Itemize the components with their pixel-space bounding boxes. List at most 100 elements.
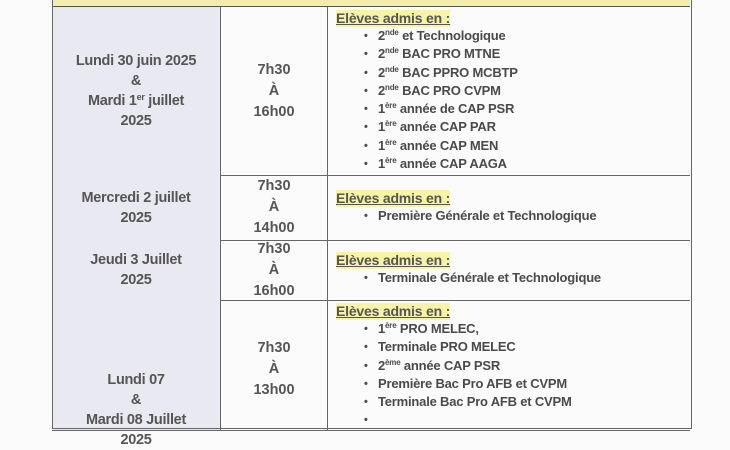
table-row: Lundi 07 & Mardi 08 Juillet 2025 7h30 À 13h00 E… bbox=[52, 300, 690, 448]
text: 2 bbox=[378, 82, 386, 98]
class-list: 2nde et Technologique2nde BAC PRO MTNE2n… bbox=[336, 27, 690, 174]
list-item: Première Générale et Technologique bbox=[364, 207, 690, 226]
list-item: 2nde et Technologique bbox=[364, 27, 690, 46]
time-cell: 7h30 À 13h00 bbox=[221, 300, 328, 430]
date-line: & bbox=[52, 71, 220, 91]
text: Mardi 1 bbox=[87, 93, 137, 109]
superscript: ère bbox=[385, 137, 397, 147]
text: et Technologique bbox=[398, 28, 506, 43]
classes-cell: Elèves admis en :1ère PRO MELEC,Terminal… bbox=[328, 300, 690, 430]
text: BAC PRO MTNE bbox=[398, 46, 501, 62]
list-item: 1ère année CAP PAR bbox=[364, 118, 690, 137]
text: Jeudi 3 Juillet bbox=[90, 252, 182, 268]
text: année CAP MEN bbox=[396, 137, 499, 153]
superscript: ère bbox=[385, 321, 397, 330]
text: Première Générale et Technologique bbox=[378, 207, 597, 223]
date-cell: Jeudi 3 Juillet 2025 bbox=[52, 240, 221, 300]
text: PRO MELEC, bbox=[396, 321, 479, 336]
text: 1 bbox=[378, 137, 386, 153]
time-line: 7h30 bbox=[257, 340, 291, 356]
text: année de CAP PSR bbox=[396, 101, 515, 117]
list-item: Terminale Bac Pro AFB et CVPM bbox=[364, 393, 690, 412]
superscript: ère bbox=[385, 156, 397, 166]
time-cell: 7h30 À 16h00 bbox=[221, 240, 328, 300]
list-item: 1ère année de CAP PSR bbox=[364, 100, 690, 119]
superscript: nde bbox=[385, 64, 399, 74]
text: & bbox=[130, 392, 142, 408]
text: 2025 bbox=[120, 432, 152, 448]
class-list: Première Générale et Technologique bbox=[336, 207, 690, 226]
schedule-table bbox=[52, 0, 692, 429]
text: année CAP PSR bbox=[400, 357, 501, 373]
table-row: Lundi 30 juin 2025 & Mardi 1er juillet 2025… bbox=[52, 7, 690, 176]
admitted-heading: Elèves admis en : bbox=[336, 10, 451, 27]
time-cell: 7h30 À 14h00 bbox=[221, 175, 328, 240]
date-line: 2025 bbox=[52, 208, 220, 228]
superscript: ère bbox=[385, 101, 397, 111]
superscript: er bbox=[136, 92, 145, 102]
admitted-heading: Elèves admis en : bbox=[336, 189, 451, 207]
list-item: Première Bac Pro AFB et CVPM bbox=[364, 375, 690, 394]
time-line: 16h00 bbox=[253, 103, 295, 120]
time-line: 7h30 bbox=[257, 178, 291, 194]
list-item: 1ère PRO MELEC, bbox=[364, 320, 690, 339]
list-item: 2nde BAC PRO MTNE bbox=[364, 45, 690, 64]
text: Terminale PRO MELEC bbox=[378, 339, 516, 355]
date-line: 2025 bbox=[52, 111, 220, 131]
date-line: Lundi 30 juin 2025 bbox=[52, 51, 220, 71]
text: 2 bbox=[378, 64, 386, 80]
text: 2025 bbox=[120, 209, 152, 226]
list-item: 2nde BAC PRO CVPM bbox=[364, 82, 690, 101]
time-line: À bbox=[268, 199, 280, 215]
superscript: nde bbox=[385, 46, 399, 56]
list-item: 1ère année CAP MEN bbox=[364, 137, 690, 156]
date-line: Mercredi 2 juillet bbox=[52, 188, 220, 208]
time-cell: 7h30 À 16h00 bbox=[221, 7, 328, 175]
text: 2 bbox=[378, 46, 386, 62]
table-row: Jeudi 3 Juillet 2025 7h30 À 16h00 Elèves admi… bbox=[52, 240, 690, 301]
date-line: Jeudi 3 Juillet bbox=[52, 250, 220, 270]
class-list: Terminale Générale et Technologique bbox=[336, 269, 690, 288]
classes-cell: Elèves admis en :Terminale Générale et T… bbox=[328, 240, 690, 300]
text: 1 bbox=[378, 321, 386, 336]
date-line: 2025 bbox=[52, 430, 220, 450]
text: BAC PRO CVPM bbox=[398, 82, 501, 98]
time-line: 16h00 bbox=[253, 282, 295, 299]
superscript: ère bbox=[385, 119, 397, 129]
list-item: 2nde BAC PPRO MCBTP bbox=[364, 64, 690, 83]
list-item: Terminale Générale et Technologique bbox=[364, 269, 690, 288]
text: Mercredi 2 juillet bbox=[81, 189, 191, 206]
admitted-heading: Elèves admis en : bbox=[336, 303, 451, 320]
text: BAC PPRO MCBTP bbox=[398, 64, 518, 80]
superscript: ème bbox=[385, 357, 401, 367]
text: Première Bac Pro AFB et CVPM bbox=[378, 375, 567, 391]
text: 2 bbox=[378, 357, 386, 373]
date-line: Mardi 1er juillet bbox=[52, 91, 220, 111]
date-line: & bbox=[52, 390, 220, 410]
date-cell: Mercredi 2 juillet 2025 bbox=[52, 175, 221, 240]
admitted-heading: Elèves admis en : bbox=[336, 252, 451, 270]
table-row: Mercredi 2 juillet 2025 7h30 À 14h00 Elèves a… bbox=[52, 175, 690, 241]
text: 1 bbox=[378, 101, 386, 117]
text: Terminale Bac Pro AFB et CVPM bbox=[378, 394, 572, 410]
class-list: 1ère PRO MELEC,Terminale PRO MELEC2ème a… bbox=[336, 320, 690, 430]
list-item: 2ème année CAP PSR bbox=[364, 357, 690, 376]
text: juillet bbox=[144, 93, 185, 109]
time-line: 14h00 bbox=[253, 220, 295, 236]
superscript: nde bbox=[385, 82, 399, 92]
text: 1 bbox=[378, 156, 386, 172]
text: année CAP AAGA bbox=[396, 156, 507, 172]
text: & bbox=[130, 73, 142, 89]
time-line: À bbox=[268, 82, 280, 99]
time-line: À bbox=[268, 361, 280, 377]
classes-cell: Elèves admis en :Première Générale et Te… bbox=[328, 175, 690, 240]
text: 1 bbox=[378, 119, 386, 135]
text: 2025 bbox=[120, 272, 152, 288]
table-header-row bbox=[52, 0, 690, 7]
text: année CAP PAR bbox=[396, 119, 496, 135]
list-item: 1ère année CAP AAGA bbox=[364, 155, 690, 174]
time-line: À bbox=[268, 261, 280, 278]
text: Terminale Générale et Technologique bbox=[378, 270, 601, 286]
date-line: 2025 bbox=[52, 270, 220, 290]
list-item: Terminale PRO MELEC bbox=[364, 338, 690, 357]
